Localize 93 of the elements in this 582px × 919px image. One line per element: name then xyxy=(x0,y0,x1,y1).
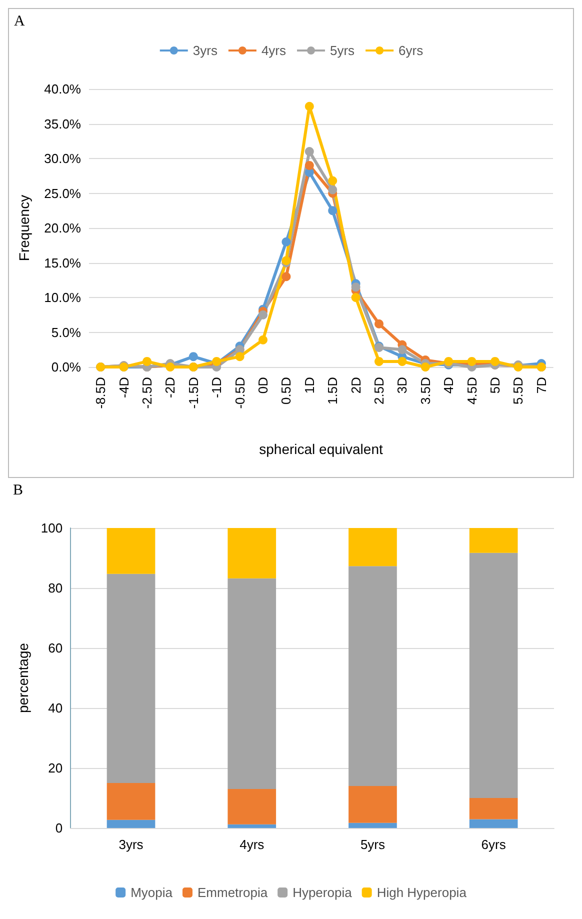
x-tick-label: 2.5D xyxy=(372,377,386,404)
point xyxy=(282,237,291,246)
x-tick-label: 3yrs xyxy=(118,837,144,852)
bar xyxy=(106,574,156,783)
x-tick-label: 7D xyxy=(534,377,549,394)
point xyxy=(444,356,454,366)
y-tick-label: 20 xyxy=(48,760,63,776)
bar xyxy=(106,820,156,828)
point xyxy=(304,147,314,156)
legend-label: 3yrs xyxy=(192,43,218,58)
bar xyxy=(228,824,276,828)
legend-label: Emmetropia xyxy=(197,885,268,900)
x-tick-label: 5yrs xyxy=(360,837,386,852)
point xyxy=(398,356,407,366)
x-tick-label: 5.5D xyxy=(510,377,526,404)
x-tick-label: -2D xyxy=(162,377,178,398)
point xyxy=(304,102,314,111)
x-tick-label: 2D xyxy=(348,377,364,394)
bar xyxy=(348,566,397,786)
x-tick-label: 3D xyxy=(394,377,410,394)
point xyxy=(398,345,407,354)
x-tick-label: 5D xyxy=(488,377,502,394)
x-tick-label: 4yrs xyxy=(240,837,265,852)
x-axis-title: spherical equivalent xyxy=(259,441,383,457)
point xyxy=(374,319,384,328)
x-tick-label: 0D xyxy=(256,377,270,394)
legend-label: Myopia xyxy=(130,885,174,900)
bar xyxy=(106,528,156,574)
point xyxy=(188,352,198,362)
point xyxy=(258,335,268,344)
bar xyxy=(348,786,397,823)
point xyxy=(212,356,222,366)
x-tick-label: -8.5D xyxy=(93,377,108,409)
y-tick-label: 30.0% xyxy=(44,151,82,166)
x-tick-label: -0.5D xyxy=(232,377,248,409)
legend-label: 5yrs xyxy=(330,43,356,58)
y-tick-label: 60 xyxy=(48,640,63,656)
x-tick-label: 6yrs xyxy=(481,837,506,852)
legend-label: 4yrs xyxy=(261,43,286,58)
y-tick-label: 5.0% xyxy=(51,324,82,340)
chart-title: A xyxy=(14,14,25,30)
x-tick-label: -2.5D xyxy=(140,377,154,409)
legend-label: High Hyperopia xyxy=(376,885,468,900)
bar xyxy=(228,789,276,824)
bar xyxy=(228,578,276,789)
chart-title: B xyxy=(13,482,24,498)
y-tick-label: 100 xyxy=(40,520,63,536)
bar xyxy=(469,528,518,553)
y-axis-title: percentage xyxy=(15,642,31,714)
y-tick-label: 0 xyxy=(55,820,63,836)
point xyxy=(304,160,314,170)
point xyxy=(258,310,268,320)
y-tick-label: 25.0% xyxy=(44,186,82,201)
legend-label: Hyperopia xyxy=(292,885,353,900)
point xyxy=(490,356,500,366)
x-tick-label: 0.5D xyxy=(278,377,294,404)
point xyxy=(328,206,338,216)
bar xyxy=(348,528,397,566)
point xyxy=(351,282,360,292)
y-tick-label: 20.0% xyxy=(44,220,82,236)
y-tick-label: 15.0% xyxy=(44,255,82,270)
x-tick-label: -1D xyxy=(209,377,224,398)
point xyxy=(328,176,338,186)
y-tick-label: 40.0% xyxy=(44,82,82,96)
point xyxy=(235,352,244,362)
y-axis-title: Frequency xyxy=(16,194,32,262)
bar xyxy=(469,819,518,828)
bar xyxy=(469,552,518,798)
point xyxy=(282,272,291,282)
x-tick-label: -1.5D xyxy=(186,377,201,409)
bar xyxy=(348,822,397,828)
point xyxy=(166,362,175,372)
x-tick-label: 4D xyxy=(441,377,456,394)
x-tick-label: -4D xyxy=(116,377,132,398)
point xyxy=(328,185,338,194)
x-tick-label: 4.5D xyxy=(464,377,480,404)
legend-label: 6yrs xyxy=(398,43,424,58)
bar xyxy=(469,798,518,820)
point xyxy=(142,356,152,366)
y-tick-label: 35.0% xyxy=(44,116,82,132)
point xyxy=(420,362,430,372)
x-tick-label: 3.5D xyxy=(418,377,433,404)
x-tick-label: 1D xyxy=(302,377,317,394)
y-tick-label: 80 xyxy=(48,580,63,596)
point xyxy=(374,356,384,366)
y-tick-label: 0.0% xyxy=(51,360,82,374)
y-tick-label: 10.0% xyxy=(44,290,82,305)
bar xyxy=(106,783,156,820)
point xyxy=(351,293,360,302)
point xyxy=(467,356,476,366)
x-tick-label: 1.5D xyxy=(325,377,340,404)
y-tick-label: 40 xyxy=(48,700,63,716)
bar xyxy=(228,528,276,578)
